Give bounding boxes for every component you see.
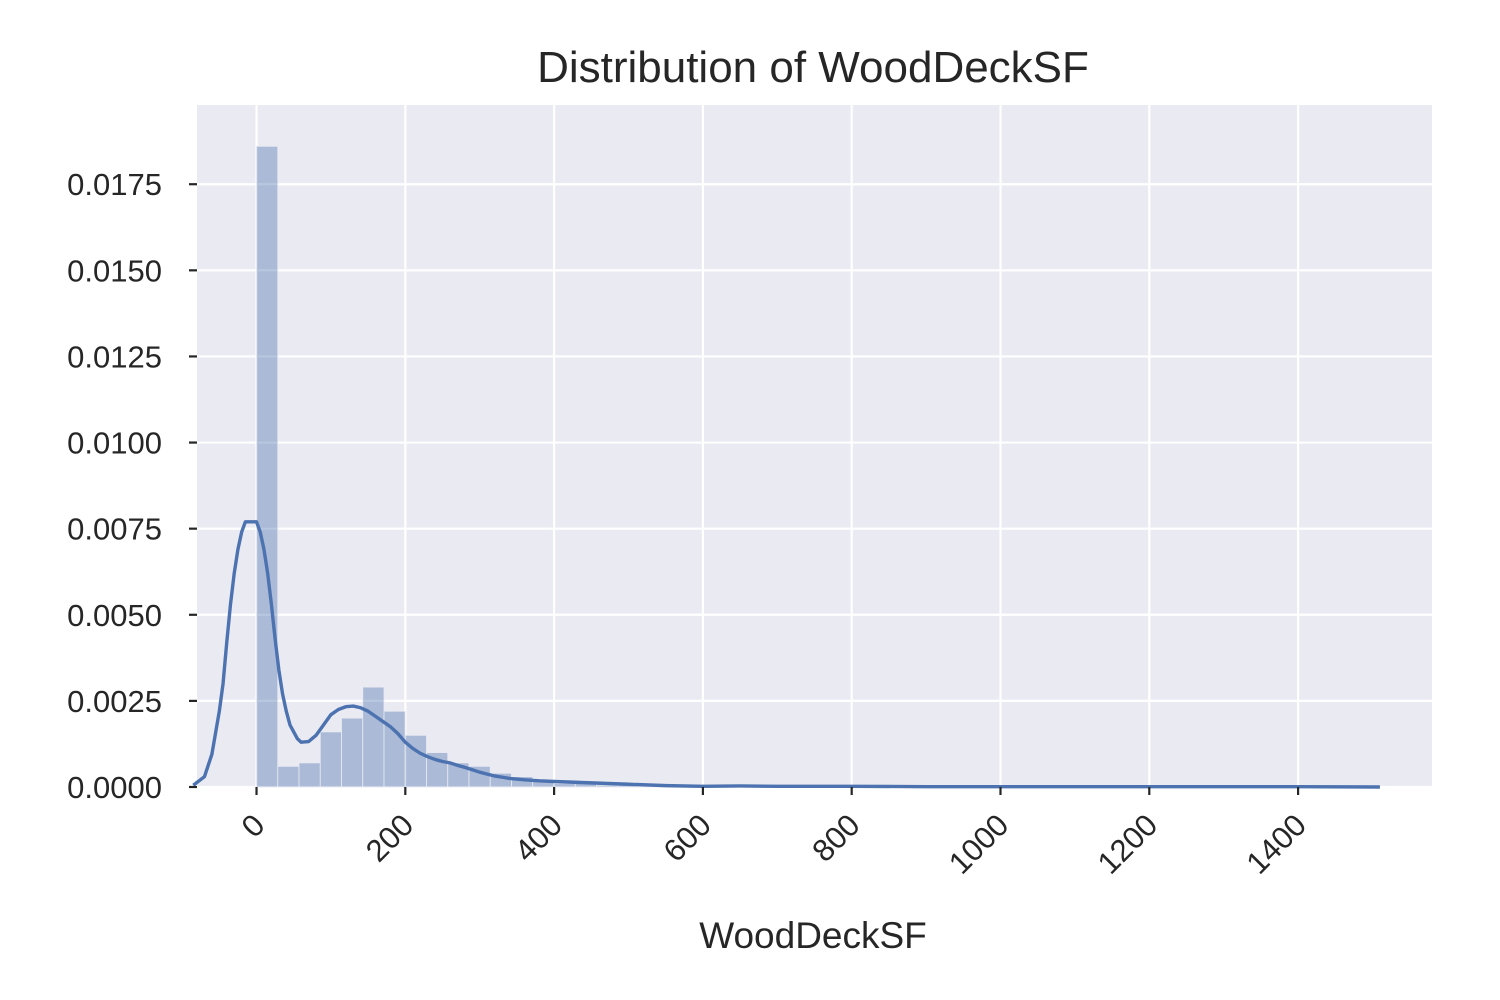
y-tick-label-6: 0.0150 xyxy=(67,253,162,288)
histogram-bar-3 xyxy=(319,731,342,788)
histogram-bar-0 xyxy=(256,145,279,788)
x-axis-label: WoodDeckSF xyxy=(699,915,927,956)
histogram-bar-14 xyxy=(553,783,576,788)
kde-curve xyxy=(192,520,1380,789)
histogram-bar-4 xyxy=(341,717,364,788)
y-tick-label-7: 0.0175 xyxy=(67,167,162,202)
histogram-bar-5 xyxy=(362,686,385,788)
histogram-bar-2 xyxy=(298,762,321,788)
x-tick-label-1200: 1200 xyxy=(1091,807,1165,881)
x-tick-label-0: 0 xyxy=(235,807,272,844)
chart-title: Distribution of WoodDeckSF xyxy=(537,43,1089,92)
kde-curve-group xyxy=(192,520,1380,789)
x-tick-label-800: 800 xyxy=(805,807,866,868)
y-tick-label-5: 0.0125 xyxy=(67,339,162,374)
histogram-bar-1 xyxy=(277,765,300,788)
y-tick-label-0: 0.0000 xyxy=(67,770,162,805)
y-tick-label-3: 0.0075 xyxy=(67,512,162,547)
x-tick-label-400: 400 xyxy=(508,807,569,868)
plot-area xyxy=(197,105,1432,787)
x-tick-label-1400: 1400 xyxy=(1240,807,1314,881)
x-tick-label-600: 600 xyxy=(657,807,718,868)
y-tick-label-2: 0.0050 xyxy=(67,598,162,633)
histogram-bar-16 xyxy=(596,784,619,788)
y-tick-label-1: 0.0025 xyxy=(67,684,162,719)
y-axis-ticks: 0.0000 0.0025 0.0050 0.0075 0.0100 0.0125 0.01… xyxy=(67,167,197,805)
x-tick-label-200: 200 xyxy=(359,807,420,868)
grid-lines xyxy=(197,105,1432,789)
y-tick-label-4: 0.0100 xyxy=(67,426,162,461)
x-tick-label-1000: 1000 xyxy=(942,807,1016,881)
x-axis-ticks: 0 200 400 600 800 1000 1200 1400 xyxy=(235,787,1314,881)
